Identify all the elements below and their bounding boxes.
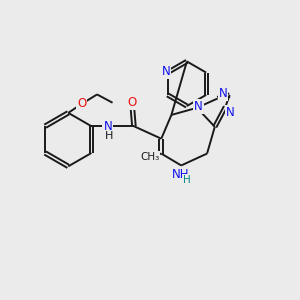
Text: O: O	[77, 98, 86, 110]
Text: N: N	[162, 64, 170, 78]
Text: N: N	[218, 87, 227, 100]
Text: H: H	[105, 131, 113, 141]
Text: N: N	[194, 100, 203, 113]
Text: CH₃: CH₃	[140, 152, 160, 162]
Text: O: O	[128, 96, 137, 109]
Text: N: N	[226, 106, 235, 119]
Text: H: H	[183, 175, 190, 185]
Text: N: N	[103, 120, 112, 133]
Text: NH: NH	[172, 168, 189, 181]
